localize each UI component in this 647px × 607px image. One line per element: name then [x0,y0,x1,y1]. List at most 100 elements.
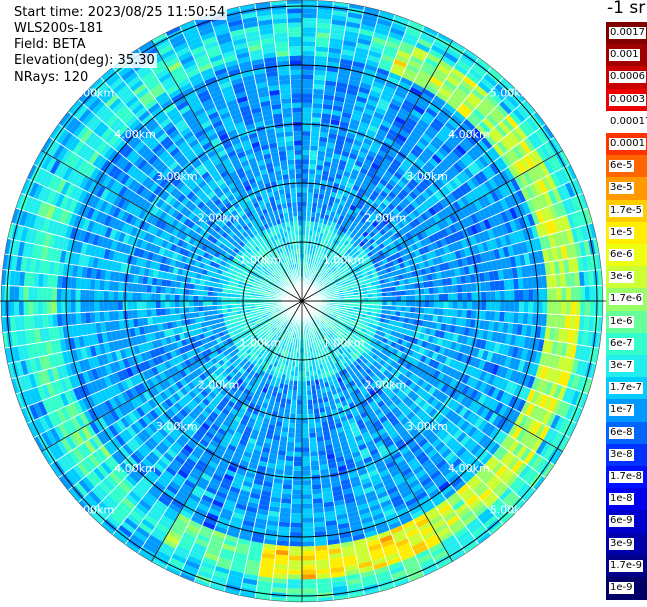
ray-gate-cell [514,289,520,301]
ray-gate-cell [388,210,397,219]
ray-gate-cell [438,301,444,309]
ray-gate-cell [349,238,356,245]
ray-gate-cell [331,109,343,117]
ray-gate-cell [432,40,449,52]
ray-gate-cell [294,432,302,438]
ray-gate-cell [428,307,434,315]
ray-gate-cell [336,77,350,85]
ray-gate-cell [290,522,302,528]
ray-gate-cell [327,56,341,64]
ray-gate-cell [394,137,405,147]
ray-gate-cell [415,73,430,85]
ray-gate-cell [343,251,349,258]
ray-gate-cell [489,67,504,81]
ray-gate-cell [409,306,416,313]
ray-gate-cell [313,183,321,190]
ray-gate-cell [456,59,472,72]
ray-gate-cell [346,88,359,96]
ray-gate-cell [302,220,307,226]
ray-gate-cell [330,162,339,169]
ray-gate-cell [306,206,312,212]
ray-gate-cell [375,22,391,32]
ray-gate-cell [314,55,328,62]
ray-gate-cell [438,174,449,186]
ray-gate-cell [382,186,392,195]
ray-gate-cell [362,179,371,187]
ray-gate-cell [314,51,329,57]
ray-gate-cell [309,269,313,275]
ray-gate-cell [408,165,419,175]
ray-gate-cell [339,199,347,207]
ray-gate-cell [385,132,397,142]
ray-gate-cell [410,108,423,119]
ray-gate-cell [491,127,504,141]
ray-gate-cell [386,36,402,46]
ray-gate-cell [363,158,373,167]
ray-gate-cell [504,290,510,301]
ray-gate-cell [308,432,317,438]
ray-gate-cell [376,194,386,202]
ray-gate-cell [321,175,329,181]
ray-gate-cell [292,480,302,486]
ray-gate-cell [359,167,369,175]
ray-gate-cell [466,283,472,293]
ray-gate-cell [360,77,374,86]
ray-gate-cell [344,166,353,174]
ray-gate-cell [322,199,329,206]
ray-gate-cell [450,113,464,126]
ray-gate-cell [326,240,332,247]
ray-gate-cell [453,63,469,76]
ray-gate-cell [512,88,526,103]
ray-gate-cell [415,42,431,53]
ray-gate-cell [459,122,473,135]
ray-gate-cell [400,295,406,301]
ray-gate-cell [302,173,309,179]
ray-gate-cell [371,36,387,46]
ray-gate-cell [288,423,296,429]
ray-gate-cell [332,9,348,17]
ray-gate-cell [575,301,581,316]
ray-gate-cell [319,132,329,138]
ray-gate-cell [296,399,302,405]
ray-gate-cell [302,112,312,118]
ray-gate-cell [302,79,314,85]
ray-gate-cell [302,569,317,575]
ray-gate-cell [310,136,320,142]
ray-gate-cell [289,531,302,537]
ray-gate-cell [471,64,487,78]
ray-gate-cell [374,27,390,37]
ray-gate-cell [312,193,319,199]
ray-gate-cell [419,294,425,301]
ray-gate-cell [381,174,391,183]
ray-gate-cell [305,225,310,231]
ray-gate-cell [294,442,302,448]
ray-gate-cell [278,521,291,528]
ray-gate-cell [388,178,398,188]
ray-gate-cell [432,117,445,129]
ray-gate-cell [309,437,317,443]
ray-gate-cell [580,301,586,316]
ray-gate-cell [290,404,297,410]
ray-gate-cell [339,58,354,66]
ray-gate-cell [472,108,486,121]
ray-gate-cell [398,129,410,139]
ray-gate-cell [500,77,515,91]
ray-gate-cell [400,176,410,186]
ray-gate-cell [368,182,377,191]
ray-gate-cell [279,440,288,447]
ray-gate-cell [373,111,385,120]
ray-gate-cell [427,314,434,322]
ray-gate-cell [465,95,479,109]
ray-gate-cell [288,560,302,566]
ray-gate-cell [561,301,567,315]
ray-gate-cell [433,301,439,309]
ray-gate-cell [349,259,356,265]
ray-gate-cell [302,465,311,471]
ray-gate-cell [332,105,344,112]
ray-gate-cell [396,212,405,221]
ray-gate-cell [504,301,510,312]
ray-gate-cell [392,94,405,104]
ray-gate-cell [382,198,391,207]
ray-gate-cell [288,550,302,556]
ray-gate-cell [277,526,291,532]
